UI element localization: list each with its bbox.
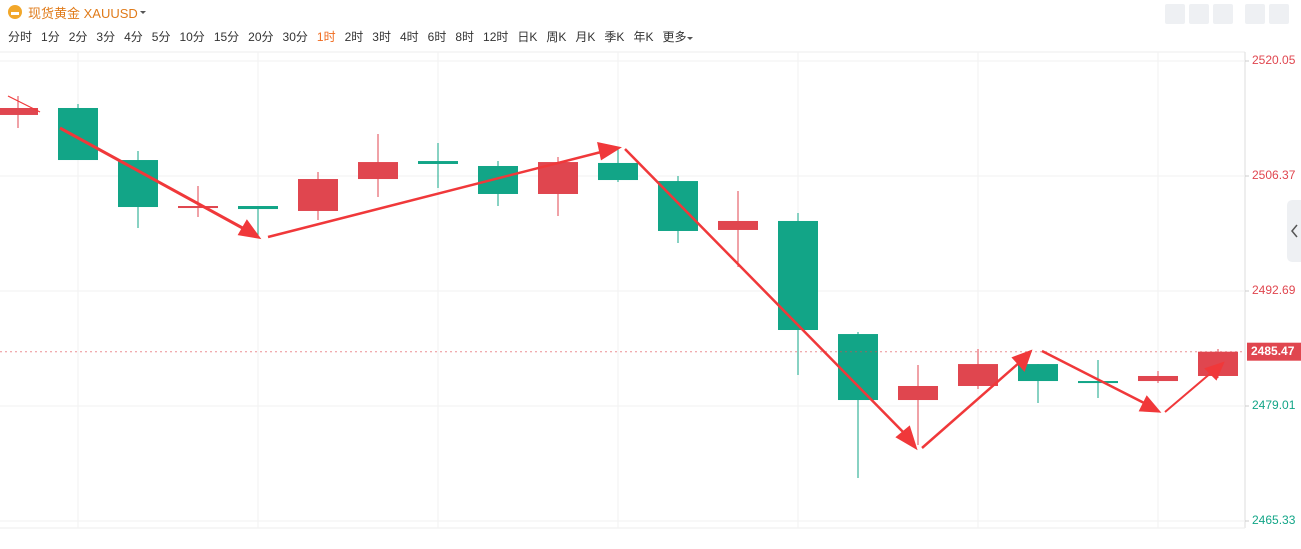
side-panel-arrow	[1291, 224, 1298, 238]
y-tick-label: 2479.01	[1252, 398, 1296, 412]
candle-body	[478, 165, 518, 194]
timeframe-button[interactable]: 12时	[483, 30, 509, 44]
timeframe-button[interactable]: 4分	[124, 30, 143, 44]
y-tick-label: 2506.37	[1252, 168, 1296, 182]
timeframe-button[interactable]: 更多	[662, 28, 694, 45]
candle-body	[1198, 351, 1238, 376]
dropdown-arrow	[687, 36, 694, 40]
candle-body	[58, 107, 98, 161]
last-price-label: 2485.47	[1251, 344, 1295, 358]
timeframe-button[interactable]: 3时	[372, 30, 391, 44]
timeframe-button[interactable]: 4时	[399, 30, 419, 44]
candle-body	[1018, 364, 1058, 382]
candle-body	[838, 334, 878, 401]
timeframe-button[interactable]: 1分	[41, 30, 60, 44]
timeframe-button[interactable]: 2时	[344, 30, 364, 44]
candle-body	[598, 162, 638, 181]
gold-icon	[8, 5, 22, 19]
timeframe-button[interactable]: 20分	[248, 30, 274, 44]
indicator-button[interactable]	[1165, 4, 1185, 24]
annotation-arrows	[7, 95, 1225, 451]
candle-body	[538, 162, 578, 194]
candle-body	[778, 220, 818, 331]
timeframe-bar: 分时 1分 2分 3分 4分 5分 10分 15分 20分 30分 1时 2时 3时 4时 6时 8时 12时日…	[8, 28, 694, 45]
candle-body	[718, 220, 758, 230]
symbol-name: 现货黄金 XAUUSD	[28, 5, 138, 21]
candle-body	[238, 206, 278, 210]
timeframe-button[interactable]: 1时	[316, 30, 336, 44]
time-grid	[77, 52, 1159, 528]
timeframe-button[interactable]: 年K	[633, 30, 654, 44]
candle-type-button[interactable]	[1213, 4, 1233, 24]
timeframe-button[interactable]: 2分	[68, 30, 88, 44]
tool-icons	[1165, 4, 1289, 24]
timeframe-button[interactable]: 6时	[427, 30, 447, 44]
timeframe-button[interactable]: 30分	[282, 30, 308, 44]
candle-body	[898, 385, 938, 401]
candle-body	[0, 107, 38, 115]
timeframe-button[interactable]: 日K	[517, 30, 538, 44]
y-tick-label: 2520.05	[1252, 53, 1296, 67]
timeframe-button[interactable]: 8时	[455, 30, 475, 44]
candle-body	[958, 364, 998, 386]
draw-button[interactable]	[1189, 4, 1209, 24]
candle-body	[1078, 381, 1118, 384]
candle-body	[418, 161, 458, 164]
symbol-selector[interactable]: 现货黄金 XAUUSD	[8, 3, 148, 21]
timeframe-button[interactable]: 季K	[604, 30, 625, 44]
last-price-box	[1247, 342, 1301, 361]
dropdown-arrow	[139, 11, 146, 14]
candle-body	[658, 181, 698, 231]
side-panel-toggle[interactable]	[1287, 200, 1301, 262]
candle-body	[298, 179, 338, 211]
timeframe-button[interactable]: 5分	[151, 30, 171, 44]
close-button[interactable]	[1269, 4, 1289, 24]
timeframe-button[interactable]: 月K	[575, 30, 596, 44]
timeframe-button[interactable]: 3分	[96, 30, 116, 44]
fullscreen-button[interactable]	[1245, 4, 1265, 24]
candle-body	[118, 160, 158, 208]
timeframe-button[interactable]: 分时	[8, 30, 33, 44]
candle-body	[1138, 375, 1178, 382]
y-tick-label: 2492.69	[1252, 283, 1296, 297]
candle-body	[178, 206, 218, 209]
y-tick-label: 2465.33	[1252, 513, 1296, 527]
timeframe-button[interactable]: 周K	[546, 30, 567, 44]
timeframe-button[interactable]: 10分	[179, 30, 205, 44]
candle-body	[358, 162, 398, 180]
timeframe-button[interactable]: 15分	[213, 30, 240, 44]
